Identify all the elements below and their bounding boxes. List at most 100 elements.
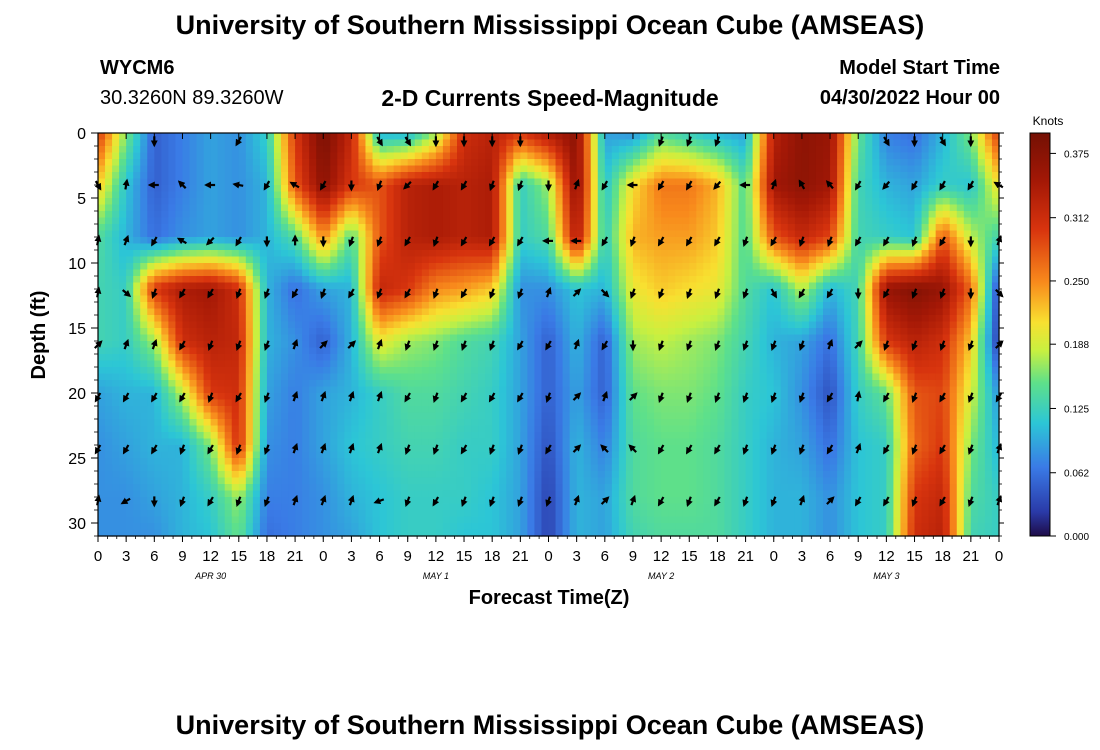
heat-cell [724, 321, 733, 329]
heat-cell [900, 380, 909, 388]
heat-cell [766, 263, 775, 271]
heat-cell [618, 321, 627, 329]
heat-cell [590, 367, 599, 375]
heat-cell [485, 165, 493, 173]
heat-cell [907, 328, 916, 336]
heat-cell [689, 282, 697, 290]
heat-cell [386, 172, 395, 180]
heat-cell [632, 347, 641, 355]
heat-cell [273, 217, 282, 225]
heat-cell [823, 165, 831, 173]
heat-cell [259, 204, 268, 212]
heat-cell [717, 354, 726, 362]
heat-cell [541, 256, 550, 264]
heat-cell [407, 185, 416, 193]
heat-cell [161, 204, 169, 212]
heat-cell [309, 380, 317, 388]
heat-cell [837, 315, 845, 323]
heat-cell [921, 276, 930, 284]
heat-cell [154, 165, 162, 173]
heat-cell [119, 211, 127, 219]
heat-cell [252, 373, 261, 381]
heat-cell [161, 165, 169, 173]
heat-cell [703, 380, 711, 388]
heat-cell [668, 172, 676, 180]
heat-cell [654, 341, 662, 349]
heat-cell [337, 224, 345, 232]
heat-cell [823, 139, 831, 147]
heat-cell [224, 276, 233, 284]
heat-cell [414, 146, 423, 154]
heat-cell [724, 250, 733, 258]
heat-cell [217, 217, 226, 225]
heat-cell [309, 321, 317, 329]
heat-cell [991, 139, 1000, 147]
heat-cell [358, 354, 367, 362]
heat-cell [414, 133, 423, 141]
heat-cell [640, 165, 648, 173]
heat-cell [386, 159, 395, 167]
heat-cell [773, 373, 782, 381]
heat-cell [485, 243, 493, 251]
heat-cell [632, 198, 641, 206]
heat-cell [288, 211, 296, 219]
heat-cell [625, 373, 634, 381]
heat-cell [393, 159, 402, 167]
heat-cell [984, 360, 993, 368]
heat-cell [534, 321, 543, 329]
heat-cell [506, 367, 514, 375]
heat-cell [119, 224, 127, 232]
heat-cell [576, 204, 585, 212]
heat-cell [921, 256, 930, 264]
heat-cell [675, 263, 683, 271]
heat-cell [400, 308, 409, 316]
heat-cell [393, 263, 402, 271]
heat-cell [534, 289, 543, 297]
heat-cell [161, 159, 169, 167]
heat-cell [914, 159, 923, 167]
heat-cell [625, 295, 634, 303]
heat-cell [830, 302, 838, 310]
heat-cell [506, 334, 514, 342]
heat-cell [133, 308, 141, 316]
heat-cell [555, 243, 564, 251]
heat-cell [780, 133, 789, 141]
heat-cell [823, 230, 831, 238]
heat-cell [541, 341, 550, 349]
heat-cell [893, 146, 902, 154]
heat-cell [330, 328, 338, 336]
heat-cell [288, 204, 296, 212]
heat-cell [485, 269, 493, 277]
heat-cell [435, 341, 444, 349]
heat-cell [738, 347, 747, 355]
heat-cell [632, 308, 641, 316]
heat-cell [956, 133, 965, 141]
heat-cell [330, 380, 338, 388]
heat-cell [478, 152, 486, 160]
heat-cell [851, 347, 859, 355]
heat-cell [921, 224, 930, 232]
heat-cell [499, 263, 507, 271]
heat-cell [661, 152, 669, 160]
heat-cell [815, 250, 824, 258]
heat-cell [379, 354, 388, 362]
heat-cell [414, 204, 423, 212]
heat-cell [140, 334, 148, 342]
heat-cell [161, 315, 169, 323]
heat-cell [766, 347, 775, 355]
heat-cell [147, 354, 155, 362]
heat-cell [203, 133, 212, 141]
heat-cell [224, 139, 233, 147]
heat-cell [126, 347, 134, 355]
heat-cell [140, 191, 148, 199]
heat-cell [365, 165, 374, 173]
heat-cell [245, 263, 254, 271]
heat-cell [984, 276, 993, 284]
heat-cell [766, 373, 775, 381]
heat-cell [921, 328, 930, 336]
heat-cell [844, 191, 852, 199]
heat-cell [400, 263, 409, 271]
heat-cell [295, 139, 303, 147]
heat-cell [513, 250, 521, 258]
heat-cell [154, 211, 162, 219]
